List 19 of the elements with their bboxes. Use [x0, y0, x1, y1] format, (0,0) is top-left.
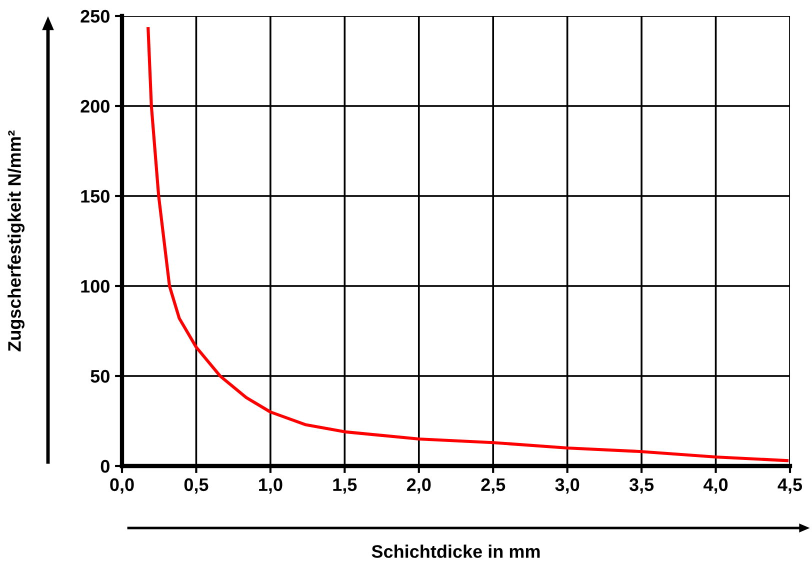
x-tick-label: 4,5: [778, 478, 802, 494]
y-tick-label: 200: [80, 100, 110, 113]
x-tick-label: 1,0: [259, 478, 282, 494]
x-tick-label: 0,5: [184, 478, 208, 494]
x-tick-label: 0,0: [110, 478, 134, 494]
line-series: [146, 27, 789, 462]
x-tick-label: 2,0: [406, 478, 431, 494]
x-tick-label: 1,5: [333, 478, 357, 494]
x-axis-title: Schichtdicke in mm: [372, 544, 540, 558]
y-tick-label: 150: [81, 190, 110, 203]
x-tick-label: 3,0: [555, 478, 580, 494]
x-tick-label: 2,5: [481, 478, 506, 494]
x-tick-label: 3,5: [629, 478, 654, 494]
y-axis-title: Zugscherfestigkeit N/mm²: [8, 130, 25, 352]
y-tick-label: 0: [100, 460, 110, 473]
y-tick-label: 250: [80, 10, 110, 23]
y-tick-label: 100: [81, 280, 110, 293]
y-tick-label: 50: [90, 370, 110, 383]
x-tick-label: 4,0: [704, 478, 728, 494]
